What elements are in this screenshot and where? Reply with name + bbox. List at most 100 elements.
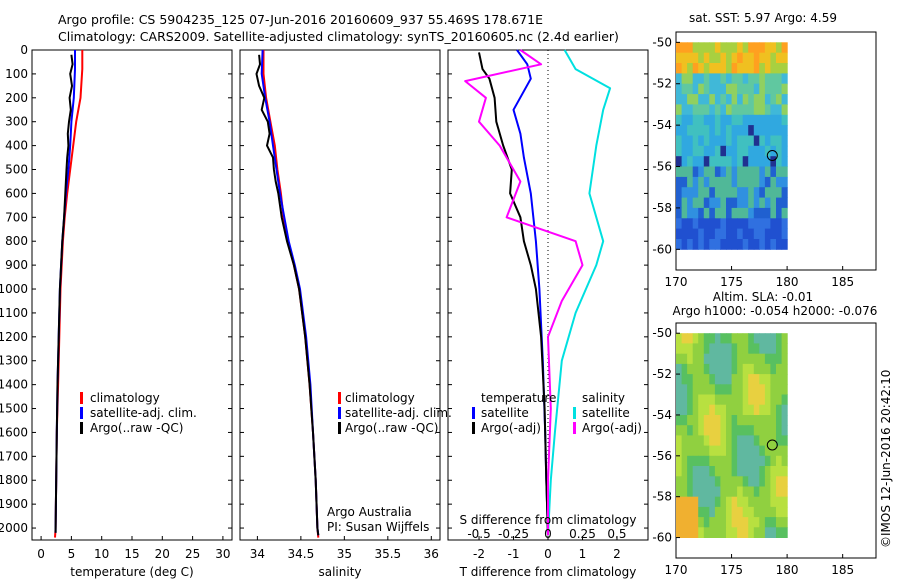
heatmap-cell <box>692 435 699 447</box>
depth-tick-label: 1100 <box>0 306 28 320</box>
heatmap-cell <box>714 187 721 198</box>
heatmap-cell <box>776 145 783 157</box>
heatmap-cell <box>737 207 744 219</box>
heatmap-cell <box>737 404 744 416</box>
heatmap-cell <box>776 384 783 395</box>
heatmap-cell <box>692 239 699 250</box>
heatmap-cell <box>726 476 733 487</box>
heatmap-cell <box>676 207 683 219</box>
heatmap-cell <box>692 486 699 498</box>
heatmap-cell <box>714 176 721 188</box>
heatmap-cell <box>731 435 738 447</box>
heatmap-cell <box>742 176 749 188</box>
heatmap-cell <box>742 415 749 426</box>
heatmap-cell <box>737 156 744 167</box>
s-diff-tick-label: 0 <box>544 527 552 541</box>
heatmap-cell <box>714 52 721 64</box>
heatmap-cell <box>726 333 733 344</box>
heatmap-cell <box>776 197 783 209</box>
legend-label-temp-satellite: satellite <box>481 406 529 420</box>
heatmap-cell <box>720 455 727 467</box>
heatmap-cell <box>692 333 699 344</box>
heatmap-cell <box>776 343 783 355</box>
heatmap-cell <box>698 104 705 116</box>
heatmap-cell <box>748 425 755 436</box>
x-tick-label: -1 <box>508 547 520 561</box>
heatmap-cell <box>731 394 738 406</box>
heatmap-cell <box>764 114 771 126</box>
heatmap-cell <box>698 476 705 487</box>
salinity-legend: climatology satellite-adj. clim. Argo(..… <box>338 391 452 435</box>
heatmap-cell <box>714 486 721 498</box>
heatmap-cell <box>776 176 783 188</box>
heatmap-cell <box>698 52 705 64</box>
legend-swatch-satellite <box>338 407 341 419</box>
heatmap-cell <box>781 404 788 416</box>
heatmap-cell <box>731 455 738 467</box>
heatmap-cell <box>731 415 738 426</box>
heatmap-cell <box>781 228 788 240</box>
heatmap-cell <box>764 156 771 167</box>
heatmap-cell <box>737 73 744 85</box>
x-tick-label: 10 <box>94 547 109 561</box>
heatmap-cell <box>776 166 783 178</box>
heatmap-cell <box>748 104 755 116</box>
depth-tick-label: 2000 <box>0 521 28 535</box>
salinity-series <box>240 49 440 538</box>
depth-tick-label: 1400 <box>0 378 28 392</box>
heatmap-cell <box>726 374 733 385</box>
heatmap-cell <box>676 394 683 406</box>
heatmap-cell <box>770 404 777 416</box>
heatmap-cell <box>781 73 788 85</box>
heatmap-cell <box>681 363 688 375</box>
heatmap-cell <box>709 94 716 105</box>
heatmap-cell <box>681 104 688 116</box>
heatmap-cell <box>726 343 733 355</box>
heatmap-cell <box>748 455 755 467</box>
heatmap-cell <box>737 445 744 457</box>
heatmap-cell <box>737 166 744 178</box>
heatmap-cell <box>742 83 749 95</box>
heatmap-cell <box>726 114 733 126</box>
heatmap-cell <box>748 73 755 85</box>
heatmap-cell <box>742 125 749 136</box>
heatmap-cell <box>703 384 710 395</box>
heatmap-cell <box>720 114 727 126</box>
heatmap-cell <box>753 527 760 538</box>
heatmap-cell <box>698 425 705 436</box>
heatmap-cell <box>731 207 738 219</box>
depth-tick-label: 900 <box>5 258 28 272</box>
heatmap-cell <box>687 239 694 250</box>
heatmap-cell <box>676 94 683 105</box>
heatmap-cell <box>676 496 683 508</box>
heatmap-cell <box>764 197 771 209</box>
heatmap-cell <box>764 135 771 147</box>
heatmap-cell <box>726 135 733 147</box>
heatmap-cell <box>753 343 760 355</box>
heatmap-cell <box>681 394 688 406</box>
x-tick-label: -2 <box>473 547 485 561</box>
heatmap-cell <box>748 466 755 477</box>
heatmap-cell <box>709 384 716 395</box>
heatmap-cell <box>709 476 716 487</box>
heatmap-cell <box>676 218 683 230</box>
heatmap-cell <box>703 353 710 365</box>
heatmap-cell <box>742 114 749 126</box>
heatmap-cell <box>742 135 749 147</box>
heatmap-cell <box>687 135 694 147</box>
heatmap-cell <box>676 435 683 447</box>
heatmap-cell <box>676 363 683 375</box>
heatmap-cell <box>781 176 788 188</box>
heatmap-cell <box>698 506 705 518</box>
heatmap-cell <box>776 94 783 105</box>
heatmap-cell <box>776 445 783 457</box>
x-tick-label: 2 <box>613 547 621 561</box>
x-tick-label: 5 <box>68 547 76 561</box>
heatmap-cell <box>726 176 733 188</box>
heatmap-cell <box>731 343 738 355</box>
heatmap-cell <box>759 83 766 95</box>
heatmap-cell <box>703 166 710 178</box>
heatmap-cell <box>770 363 777 375</box>
heatmap-cell <box>753 73 760 85</box>
heatmap-cell <box>731 506 738 518</box>
